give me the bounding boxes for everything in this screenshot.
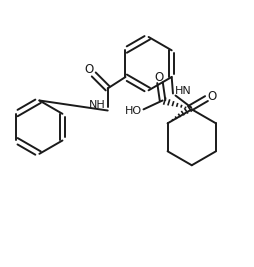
Text: NH: NH [89, 100, 105, 110]
Text: O: O [154, 70, 163, 84]
Text: HN: HN [175, 86, 192, 96]
Text: O: O [85, 63, 94, 76]
Text: O: O [208, 89, 217, 103]
Text: HO: HO [125, 106, 142, 116]
